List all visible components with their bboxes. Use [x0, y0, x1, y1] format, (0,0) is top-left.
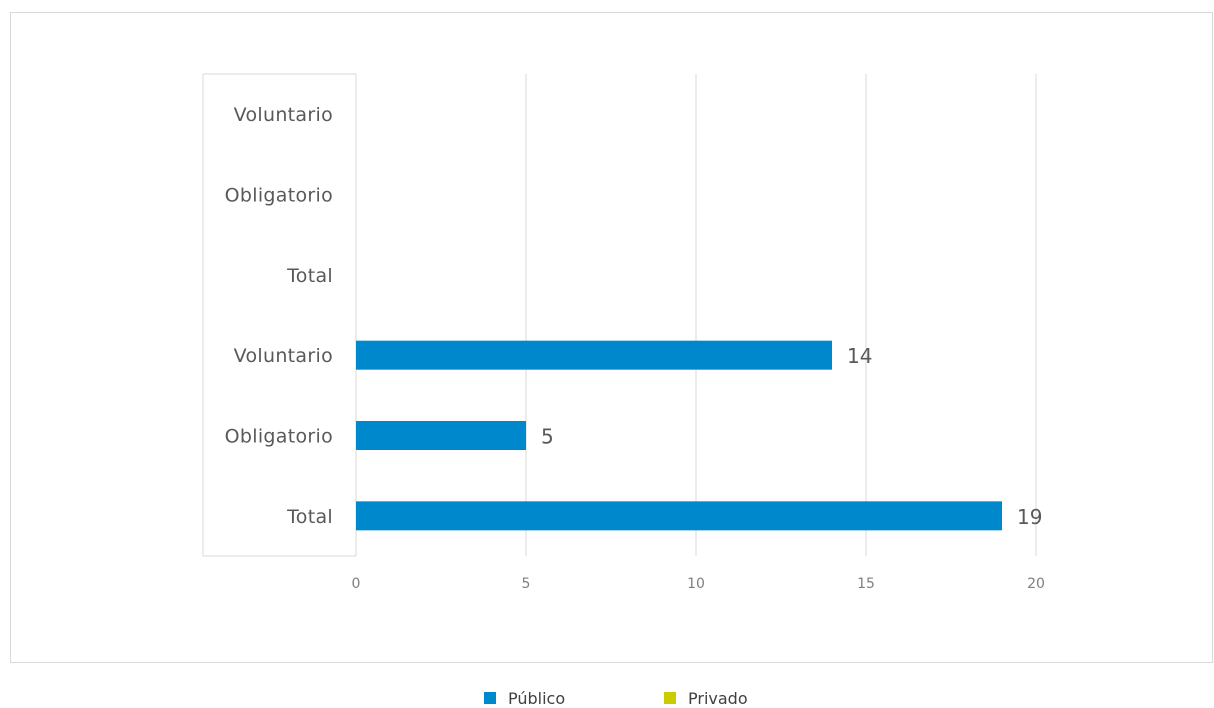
x-tick-label: 0	[352, 576, 361, 592]
chart-legend: Público Privado	[0, 688, 1214, 708]
legend-item-publico: Público	[484, 688, 565, 708]
category-label: Total	[286, 265, 333, 287]
data-label: 19	[1017, 505, 1042, 529]
bar-publico	[356, 421, 526, 450]
category-label: Obligatorio	[225, 426, 333, 448]
x-tick-label: 20	[1027, 576, 1045, 592]
data-label: 5	[541, 425, 554, 449]
category-label: Obligatorio	[225, 185, 333, 207]
legend-label-publico: Público	[508, 688, 566, 708]
data-label: 14	[847, 344, 872, 368]
bar-publico	[356, 501, 1002, 531]
bar-chart: 0 5 10 15 20 Total Obligatorio Voluntario Total O…	[202, 73, 1045, 592]
legend-item-privado: Privado	[664, 688, 748, 708]
x-tick-label: 5	[522, 576, 531, 592]
category-label: Voluntario	[234, 104, 333, 126]
x-tick-label: 10	[687, 576, 705, 592]
x-tick-label: 15	[857, 576, 875, 592]
legend-swatch-privado	[664, 692, 676, 704]
legend-label-privado: Privado	[688, 688, 748, 708]
category-label: Voluntario	[234, 345, 333, 367]
bar-publico	[356, 340, 832, 370]
chart-frame	[10, 12, 1213, 663]
legend-swatch-publico	[484, 692, 496, 704]
category-label: Total	[286, 506, 333, 528]
